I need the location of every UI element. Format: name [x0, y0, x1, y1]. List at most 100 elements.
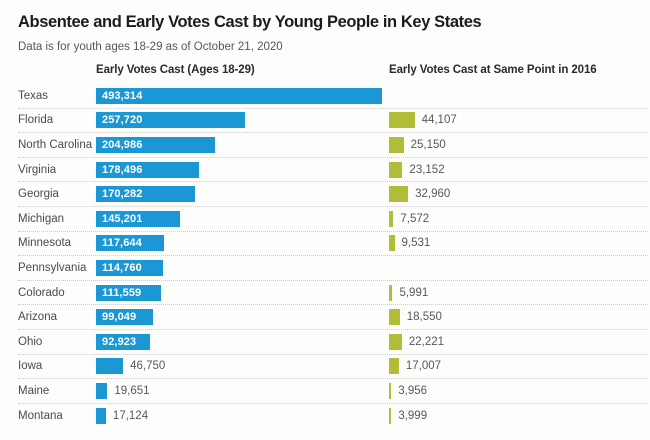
bar-value-label: 32,960 [415, 188, 451, 201]
bar-2020: 111,559 [96, 284, 161, 301]
state-label: Pennsylvania [18, 261, 87, 274]
column-header-early-votes-2016: Early Votes Cast at Same Point in 2016 [389, 63, 597, 76]
bar-value-label: 145,201 [102, 212, 143, 225]
bar-2020: 145,201 [96, 210, 181, 227]
state-label: Montana [18, 409, 63, 422]
bar-value-label: 46,750 [130, 360, 166, 373]
early-votes-2016-cell: 9,531 [389, 235, 648, 252]
bar-2020: 257,720 [96, 112, 246, 129]
bar-2020 [96, 358, 124, 375]
early-votes-2020-cell: 117,644 [96, 235, 389, 252]
bar-2020: 99,049 [96, 309, 154, 326]
bar-value-label: 18,550 [406, 311, 442, 324]
bar-2016 [389, 382, 392, 399]
bar-2020: 204,986 [96, 136, 215, 153]
early-votes-2016-cell: 18,550 [389, 309, 648, 326]
early-votes-2020-cell: 46,750 [96, 358, 389, 375]
column-header-early-votes-2020: Early Votes Cast (Ages 18-29) [96, 63, 255, 76]
state-label: Michigan [18, 212, 65, 225]
table-row: Maine 19,651 3,956 [18, 379, 648, 404]
bar-value-label: 257,720 [102, 114, 143, 127]
bar-value-label: 111,559 [102, 286, 142, 299]
early-votes-2020-cell: 99,049 [96, 309, 389, 326]
table-row: Ohio 92,923 22,221 [18, 330, 648, 355]
early-votes-2020-cell: 204,986 [96, 136, 389, 153]
early-votes-2016-cell: 44,107 [389, 112, 648, 129]
chart-rows: Texas 493,314 Florida 257,720 44,107 North Ca… [18, 84, 648, 428]
bar-2020: 170,282 [96, 186, 195, 203]
bar-value-label: 17,124 [112, 409, 149, 422]
bar-value-label: 3,999 [398, 409, 428, 422]
bar-2016 [389, 407, 392, 424]
table-row: Florida 257,720 44,107 [18, 109, 648, 134]
bar-value-label: 9,531 [401, 237, 431, 250]
bar-2020 [96, 407, 106, 424]
early-votes-2016-cell: 22,221 [389, 333, 648, 350]
table-row: Colorado 111,559 5,991 [18, 281, 648, 306]
state-label: Georgia [18, 188, 59, 201]
bar-2016 [389, 309, 400, 326]
chart-subtitle: Data is for youth ages 18-29 as of Octob… [18, 40, 283, 53]
bar-2016 [389, 112, 415, 129]
state-label: Ohio [18, 335, 43, 348]
bar-value-label: 19,651 [114, 384, 150, 397]
bar-2020: 178,496 [96, 161, 200, 178]
state-label: Florida [18, 114, 54, 127]
state-label: Arizona [18, 311, 57, 324]
bar-value-label: 3,956 [398, 384, 428, 397]
bar-value-label: 117,644 [102, 237, 142, 250]
table-row: Georgia 170,282 32,960 [18, 182, 648, 207]
bar-value-label: 5,991 [399, 286, 429, 299]
state-label: Iowa [18, 360, 43, 373]
state-label: Virginia [18, 163, 57, 176]
bar-value-label: 114,760 [102, 261, 142, 274]
bar-2020: 117,644 [96, 235, 165, 252]
bar-value-label: 17,007 [405, 360, 442, 373]
bar-value-label: 92,923 [102, 335, 137, 348]
early-votes-2020-cell: 114,760 [96, 259, 389, 276]
page-title: Absentee and Early Votes Cast by Young P… [18, 13, 482, 31]
bar-value-label: 99,049 [102, 311, 137, 324]
bar-2016 [389, 136, 404, 153]
bar-value-label: 22,221 [408, 335, 445, 348]
bar-value-label: 493,314 [102, 89, 143, 102]
bar-2016 [389, 358, 399, 375]
early-votes-2020-cell: 145,201 [96, 210, 389, 227]
table-row: North Carolina 204,986 25,150 [18, 133, 648, 158]
column-headers: Early Votes Cast (Ages 18-29) Early Vote… [18, 64, 648, 84]
early-votes-2016-cell: 3,999 [389, 407, 648, 424]
bar-value-label: 23,152 [409, 163, 445, 176]
early-votes-2016-cell: 25,150 [389, 136, 648, 153]
early-votes-2020-cell: 19,651 [96, 382, 389, 399]
early-votes-2020-cell: 170,282 [96, 186, 389, 203]
early-votes-2020-cell: 92,923 [96, 333, 389, 350]
early-votes-2016-cell: 17,007 [389, 358, 648, 375]
state-label: Minnesota [18, 237, 72, 250]
bar-2020 [96, 382, 108, 399]
state-label: North Carolina [18, 138, 93, 151]
bar-2016 [389, 235, 395, 252]
early-votes-2016-cell: 5,991 [389, 284, 648, 301]
bar-value-label: 178,496 [102, 163, 143, 176]
bar-2020: 114,760 [96, 259, 163, 276]
early-votes-2016-cell: 7,572 [389, 210, 648, 227]
table-row: Pennsylvania 114,760 [18, 256, 648, 281]
state-label: Colorado [18, 286, 65, 299]
bar-value-label: 25,150 [410, 138, 446, 151]
bar-2020: 92,923 [96, 333, 150, 350]
early-votes-2020-cell: 257,720 [96, 112, 389, 129]
state-label: Texas [18, 89, 49, 102]
state-label: Maine [18, 384, 50, 397]
bar-value-label: 7,572 [400, 212, 430, 225]
table-row: Texas 493,314 [18, 84, 648, 109]
bar-value-label: 44,107 [421, 114, 457, 127]
table-row: Michigan 145,201 7,572 [18, 207, 648, 232]
early-votes-2016-cell: 23,152 [389, 161, 648, 178]
early-votes-2016-cell: 32,960 [389, 186, 648, 203]
table-row: Iowa 46,750 17,007 [18, 355, 648, 380]
bar-2016 [389, 210, 394, 227]
early-votes-2020-cell: 493,314 [96, 87, 389, 104]
bar-2016 [389, 333, 402, 350]
bar-2016 [389, 161, 403, 178]
